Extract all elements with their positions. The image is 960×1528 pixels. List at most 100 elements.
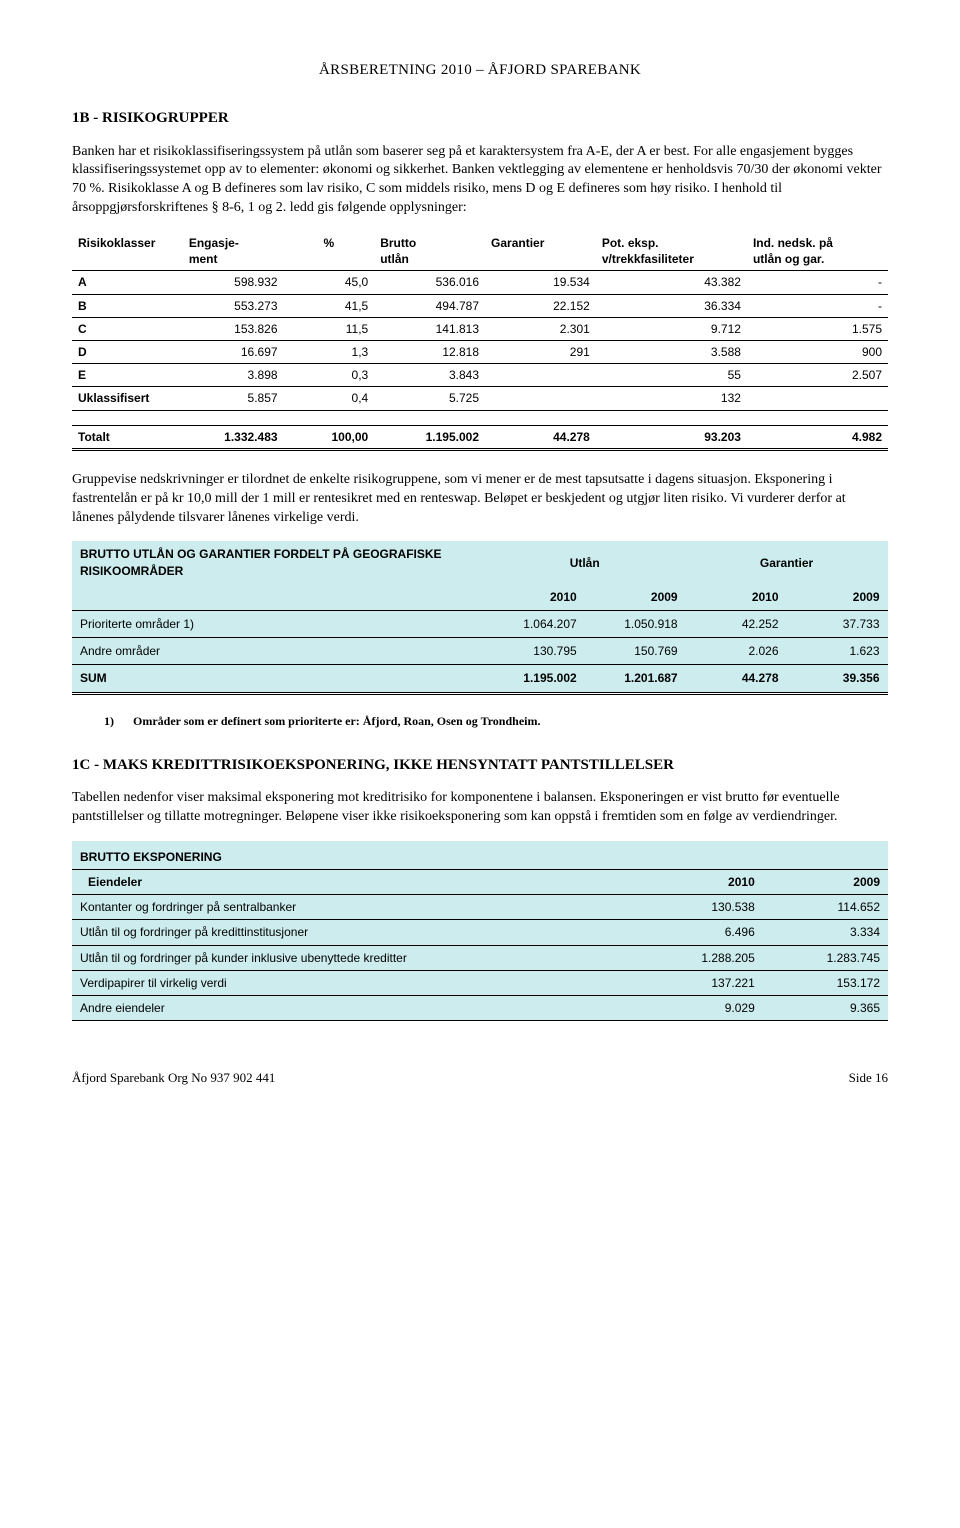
cell-b: 150.769 <box>585 638 686 665</box>
spacer-row <box>72 410 888 425</box>
cell-label: Verdipapirer til virkelig verdi <box>72 970 638 995</box>
table-row: Andre områder130.795150.7692.0261.623 <box>72 638 888 665</box>
footnote-index: 1) <box>104 713 130 729</box>
table-row: E3.8980,33.843552.507 <box>72 364 888 387</box>
cell-b: 153.172 <box>763 970 888 995</box>
cell-b: 1.050.918 <box>585 610 686 637</box>
cell-a: 130.538 <box>638 895 763 920</box>
col-brutto: Brutto utlån <box>374 232 485 271</box>
cell-b: 3.334 <box>763 920 888 945</box>
cell-ned: 1.575 <box>747 317 888 340</box>
expo-title: BRUTTO EKSPONERING <box>72 841 888 870</box>
section-1c-title: 1C - MAKS KREDITTRISIKOEKSPONERING, IKKE… <box>72 755 888 775</box>
footer-right: Side 16 <box>849 1069 888 1087</box>
cell-gar <box>485 364 596 387</box>
table-row: Verdipapirer til virkelig verdi137.22115… <box>72 970 888 995</box>
expo-y1: 2010 <box>638 869 763 894</box>
cell-a: 1.064.207 <box>484 610 585 637</box>
risikoklasser-table: Risikoklasser Engasje- ment % Brutto utl… <box>72 232 888 451</box>
col-percent: % <box>284 232 375 271</box>
cell-gar: 44.278 <box>485 425 596 449</box>
eksponering-table: BRUTTO EKSPONERING Eiendeler 2010 2009 K… <box>72 841 888 1021</box>
cell-label: Prioriterte områder 1) <box>72 610 484 637</box>
cell-label: C <box>72 317 183 340</box>
cell-eng: 1.332.483 <box>183 425 284 449</box>
col-engasjement-l1: Engasje- <box>189 236 239 250</box>
cell-pct: 41,5 <box>284 294 375 317</box>
col-poteksp: Pot. eksp. v/trekkfasiliteter <box>596 232 747 271</box>
cell-a: 1.195.002 <box>484 665 585 693</box>
cell-brutto: 5.725 <box>374 387 485 410</box>
cell-ned <box>747 387 888 410</box>
table-row: C153.82611,5141.8132.3019.7121.575 <box>72 317 888 340</box>
cell-eng: 16.697 <box>183 341 284 364</box>
cell-eng: 598.932 <box>183 271 284 294</box>
col-garantier: Garantier <box>485 232 596 271</box>
cell-eng: 3.898 <box>183 364 284 387</box>
cell-pot: 3.588 <box>596 341 747 364</box>
sum-row: SUM1.195.0021.201.68744.27839.356 <box>72 665 888 693</box>
cell-eng: 5.857 <box>183 387 284 410</box>
cell-c: 2.026 <box>686 638 787 665</box>
geo-title: BRUTTO UTLÅN OG GARANTIER FORDELT PÅ GEO… <box>72 541 484 583</box>
cell-eng: 153.826 <box>183 317 284 340</box>
section-1b-paragraph: Banken har et risikoklassifiseringssyste… <box>72 143 888 219</box>
table-row: Andre eiendeler9.0299.365 <box>72 995 888 1020</box>
cell-brutto: 494.787 <box>374 294 485 317</box>
table-row: Utlån til og fordringer på kredittinstit… <box>72 920 888 945</box>
cell-label: Totalt <box>72 425 183 449</box>
cell-label: B <box>72 294 183 317</box>
cell-label: Uklassifisert <box>72 387 183 410</box>
cell-label: Kontanter og fordringer på sentralbanker <box>72 895 638 920</box>
col-nedsk-l1: Ind. nedsk. på <box>753 236 833 250</box>
geografisk-table: BRUTTO UTLÅN OG GARANTIER FORDELT PÅ GEO… <box>72 541 888 694</box>
cell-brutto: 536.016 <box>374 271 485 294</box>
col-nedsk: Ind. nedsk. på utlån og gar. <box>747 232 888 271</box>
cell-d: 1.623 <box>787 638 888 665</box>
section-1b-title: 1B - RISIKOGRUPPER <box>72 108 888 128</box>
footnote-text: Områder som er definert som prioriterte … <box>133 714 540 728</box>
cell-pot: 55 <box>596 364 747 387</box>
footer-left: Åfjord Sparebank Org No 937 902 441 <box>72 1069 275 1087</box>
cell-label: A <box>72 271 183 294</box>
section-1c-paragraph: Tabellen nedenfor viser maksimal ekspone… <box>72 789 888 827</box>
col-poteksp-l2: v/trekkfasiliteter <box>602 252 694 266</box>
col-brutto-l2: utlån <box>380 252 409 266</box>
cell-b: 114.652 <box>763 895 888 920</box>
cell-a: 137.221 <box>638 970 763 995</box>
cell-pot: 36.334 <box>596 294 747 317</box>
cell-pot: 9.712 <box>596 317 747 340</box>
cell-pct: 0,4 <box>284 387 375 410</box>
cell-label: Utlån til og fordringer på kunder inklus… <box>72 945 638 970</box>
expo-col-eiendeler: Eiendeler <box>72 869 638 894</box>
cell-ned: 900 <box>747 341 888 364</box>
cell-pot: 132 <box>596 387 747 410</box>
cell-pct: 1,3 <box>284 341 375 364</box>
cell-ned: 2.507 <box>747 364 888 387</box>
cell-b: 1.283.745 <box>763 945 888 970</box>
cell-b: 1.201.687 <box>585 665 686 693</box>
cell-ned: - <box>747 294 888 317</box>
cell-pct: 100,00 <box>284 425 375 449</box>
cell-gar: 291 <box>485 341 596 364</box>
geo-group-utlan: Utlån <box>484 541 686 583</box>
cell-a: 130.795 <box>484 638 585 665</box>
cell-d: 37.733 <box>787 610 888 637</box>
cell-brutto: 3.843 <box>374 364 485 387</box>
table-row: A598.93245,0536.01619.53443.382- <box>72 271 888 294</box>
cell-ned: 4.982 <box>747 425 888 449</box>
cell-pct: 45,0 <box>284 271 375 294</box>
cell-brutto: 141.813 <box>374 317 485 340</box>
cell-label: SUM <box>72 665 484 693</box>
geo-footnote: 1) Områder som er definert som prioriter… <box>104 713 888 729</box>
table-row: Prioriterte områder 1)1.064.2071.050.918… <box>72 610 888 637</box>
cell-a: 9.029 <box>638 995 763 1020</box>
cell-ned: - <box>747 271 888 294</box>
total-row: Totalt1.332.483100,001.195.00244.27893.2… <box>72 425 888 449</box>
page-footer: Åfjord Sparebank Org No 937 902 441 Side… <box>72 1069 888 1087</box>
cell-brutto: 12.818 <box>374 341 485 364</box>
geo-group-garantier: Garantier <box>686 541 888 583</box>
cell-a: 6.496 <box>638 920 763 945</box>
expo-y2: 2009 <box>763 869 888 894</box>
cell-pot: 93.203 <box>596 425 747 449</box>
